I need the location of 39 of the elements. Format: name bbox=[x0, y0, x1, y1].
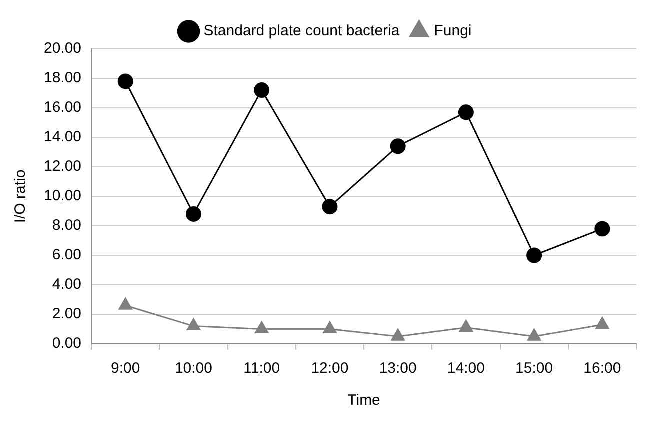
point bbox=[526, 248, 542, 264]
x-tick-label: 15:00 bbox=[516, 360, 554, 378]
y-tick-label: 12.00 bbox=[44, 158, 82, 176]
legend-label: Standard plate count bacteria bbox=[204, 22, 400, 40]
point bbox=[528, 328, 542, 341]
y-tick-label: 14.00 bbox=[44, 128, 82, 146]
x-tick-label: 13:00 bbox=[379, 360, 417, 378]
point bbox=[323, 322, 337, 334]
x-tick-label: 9:00 bbox=[110, 360, 140, 378]
legend-label: Fungi bbox=[434, 22, 472, 40]
point bbox=[390, 138, 406, 154]
y-tick-label: 6.00 bbox=[52, 246, 82, 264]
y-tick-label: 10.00 bbox=[44, 188, 82, 205]
y-tick-label: 18.00 bbox=[44, 70, 82, 87]
point bbox=[596, 317, 610, 330]
point bbox=[458, 104, 474, 120]
point bbox=[594, 221, 610, 237]
x-tick-label: 14:00 bbox=[447, 360, 485, 378]
x-tick-label: 12:00 bbox=[311, 360, 349, 378]
point bbox=[255, 322, 269, 334]
x-axis-title: Time bbox=[348, 392, 380, 410]
point bbox=[118, 298, 132, 310]
point bbox=[322, 199, 338, 215]
point bbox=[254, 82, 270, 98]
y-tick-label: 8.00 bbox=[52, 217, 82, 234]
x-tick-label: 16:00 bbox=[584, 360, 622, 378]
point bbox=[459, 320, 474, 332]
y-tick-label: 20.00 bbox=[44, 40, 82, 58]
y-tick-label: 16.00 bbox=[44, 99, 82, 116]
x-tick-label: 10:00 bbox=[174, 360, 212, 378]
point bbox=[186, 206, 202, 222]
point bbox=[118, 74, 134, 90]
point bbox=[391, 328, 405, 341]
x-tick-label: 11:00 bbox=[244, 360, 280, 378]
y-tick-label: 2.00 bbox=[52, 306, 82, 323]
y-tick-label: 0.00 bbox=[52, 335, 82, 352]
point bbox=[186, 318, 201, 331]
y-axis-title: I/O ratio bbox=[12, 170, 30, 224]
y-tick-label: 4.00 bbox=[52, 276, 82, 294]
